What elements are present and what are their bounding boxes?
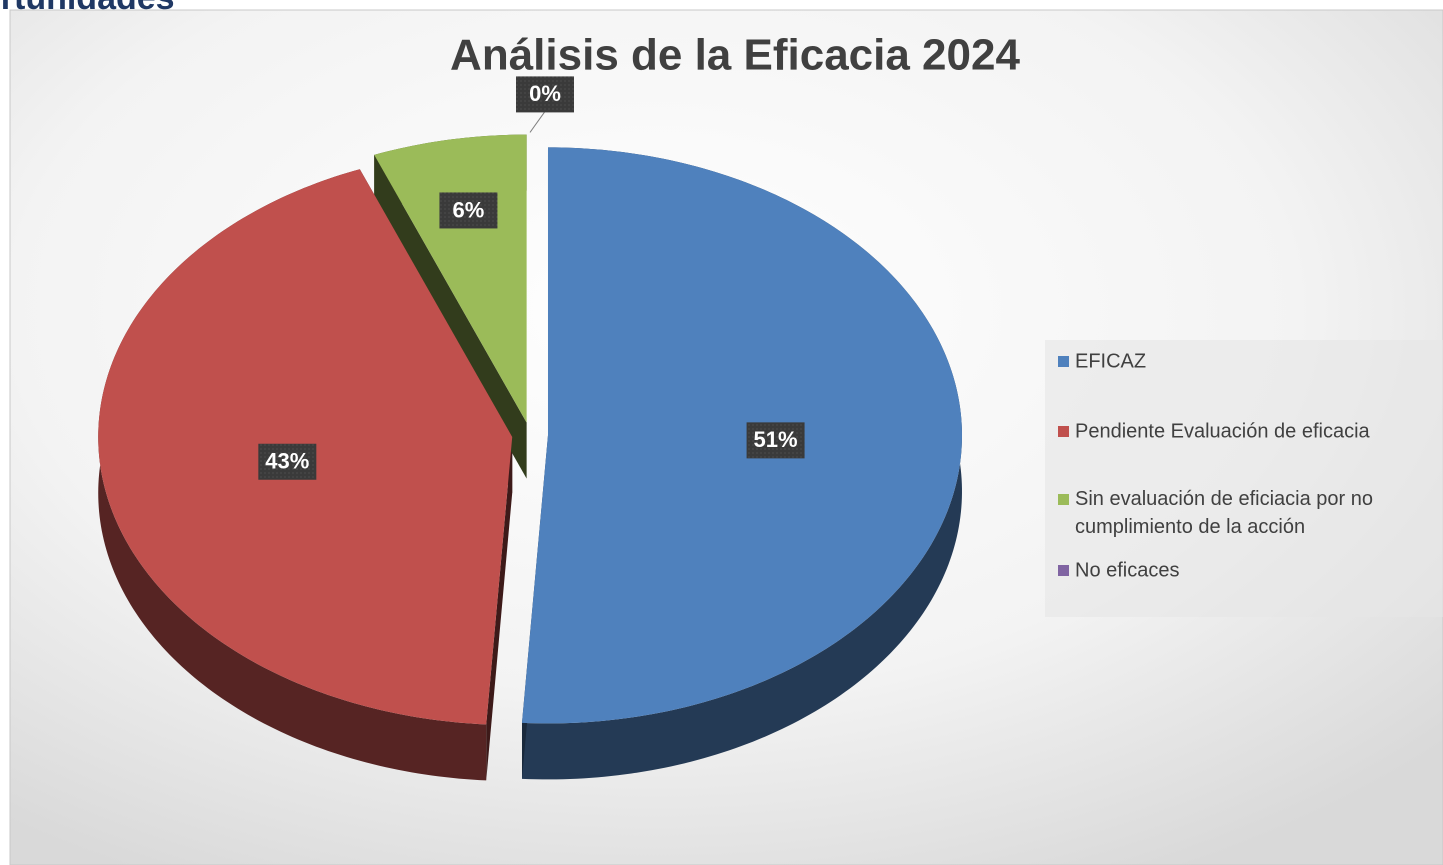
- chart-title: Análisis de la Eficacia 2024: [450, 31, 1020, 80]
- legend-swatch: [1058, 356, 1069, 367]
- legend-swatch: [1058, 565, 1069, 576]
- legend-label: EFICAZ: [1075, 350, 1146, 372]
- data-label: 51%: [754, 427, 798, 452]
- data-label-box: [258, 443, 317, 480]
- leader-line: [529, 111, 546, 133]
- data-label: 0%: [529, 81, 561, 106]
- data-label: 6%: [453, 197, 485, 222]
- data-label-box: [439, 192, 498, 229]
- pie-slice: [521, 147, 962, 724]
- legend-label: Pendiente Evaluación de eficacia: [1075, 420, 1371, 442]
- slice-cut: [486, 436, 513, 781]
- data-label: 43%: [265, 449, 309, 474]
- legend-line: cumplimiento de la acción: [1075, 516, 1305, 538]
- data-label-box: [746, 422, 805, 459]
- data-labels: 51% 43% 6% 0%: [258, 76, 805, 480]
- legend-swatch: [1058, 494, 1069, 505]
- legend-label: Sin evaluación de eficiacia por no cumpli…: [1075, 488, 1373, 538]
- legend-swatch: [1058, 426, 1069, 437]
- legend-box: [1045, 340, 1443, 617]
- legend-line: Sin evaluación de eficiacia por no: [1075, 488, 1373, 510]
- data-label-box: [516, 76, 574, 113]
- slice-side: [98, 169, 487, 781]
- legend-label: No eficaces: [1075, 559, 1180, 581]
